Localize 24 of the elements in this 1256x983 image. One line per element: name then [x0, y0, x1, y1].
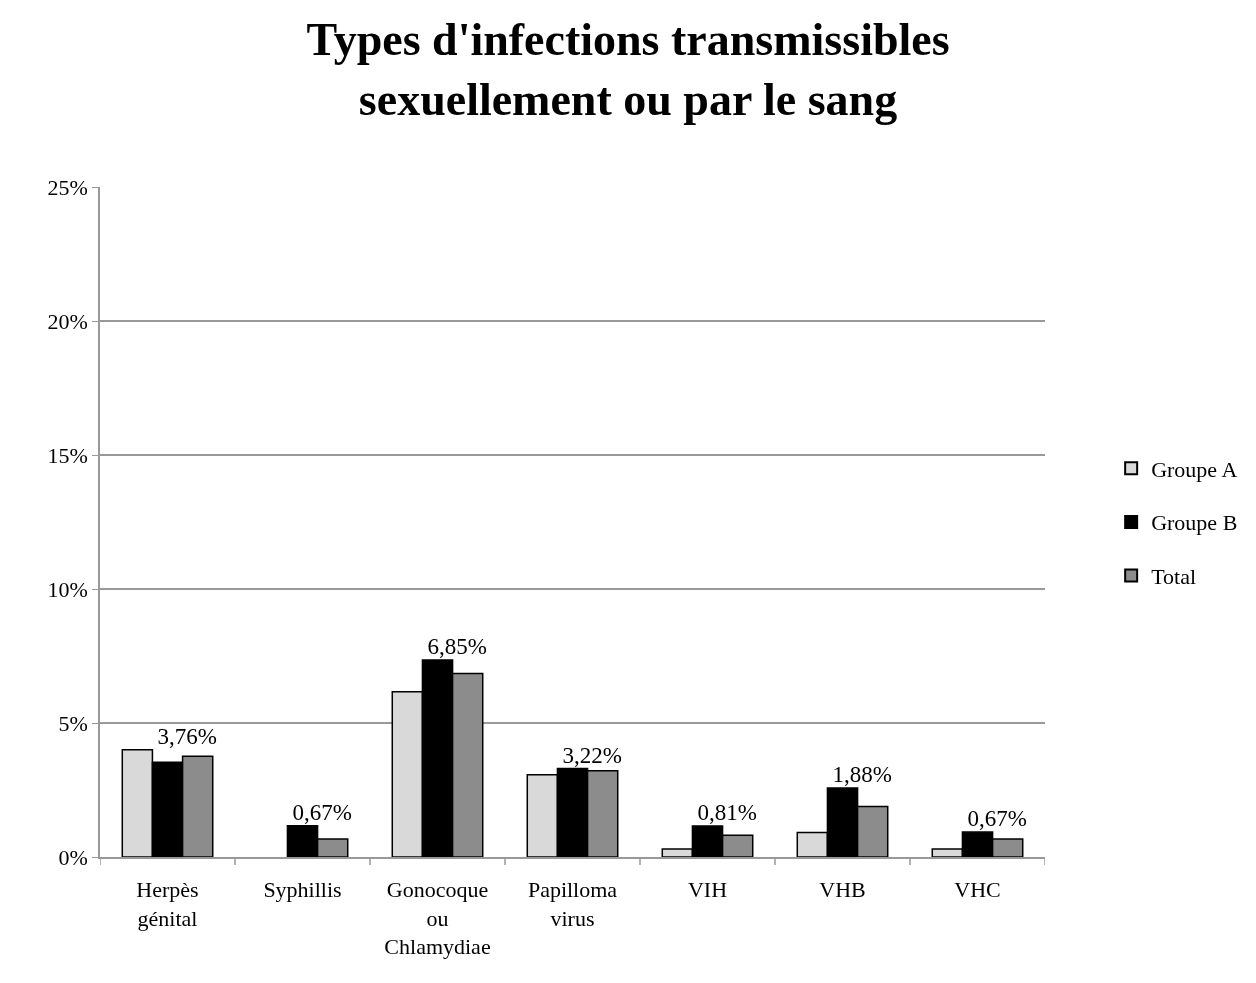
x-tick-label: Syphillis — [263, 877, 342, 903]
y-tick-label: 25% — [47, 174, 88, 200]
x-tick-label: Herpès génital — [136, 877, 199, 931]
data-label: 0,67% — [967, 806, 1027, 832]
data-label: 6,85% — [427, 634, 487, 660]
data-label: 3,76% — [157, 724, 217, 750]
chart-title: Types d'infections transmissibles sexuellement ou par le sang — [306, 14, 950, 125]
x-tick-label: Papilloma virus — [527, 877, 618, 931]
legend-label: Total — [1151, 564, 1197, 590]
data-label: 0,67% — [292, 799, 352, 825]
data-label: 0,81% — [697, 800, 757, 826]
x-tick-label: VHC — [954, 877, 1001, 903]
x-tick-label: VIH — [687, 877, 728, 903]
data-label: 3,22% — [562, 742, 622, 768]
x-tick-label: Gonocoque ou Chlamydiae — [384, 877, 491, 960]
y-tick-label: 15% — [47, 442, 88, 468]
legend-label: Groupe B — [1151, 510, 1238, 536]
y-tick-label: 0% — [58, 844, 88, 870]
data-label: 1,88% — [832, 762, 892, 788]
y-tick-label: 20% — [47, 308, 88, 334]
y-tick-label: 5% — [58, 710, 88, 736]
legend-label: Groupe A — [1151, 456, 1238, 482]
y-tick-label: 10% — [47, 576, 88, 602]
x-tick-label: VHB — [819, 877, 866, 903]
